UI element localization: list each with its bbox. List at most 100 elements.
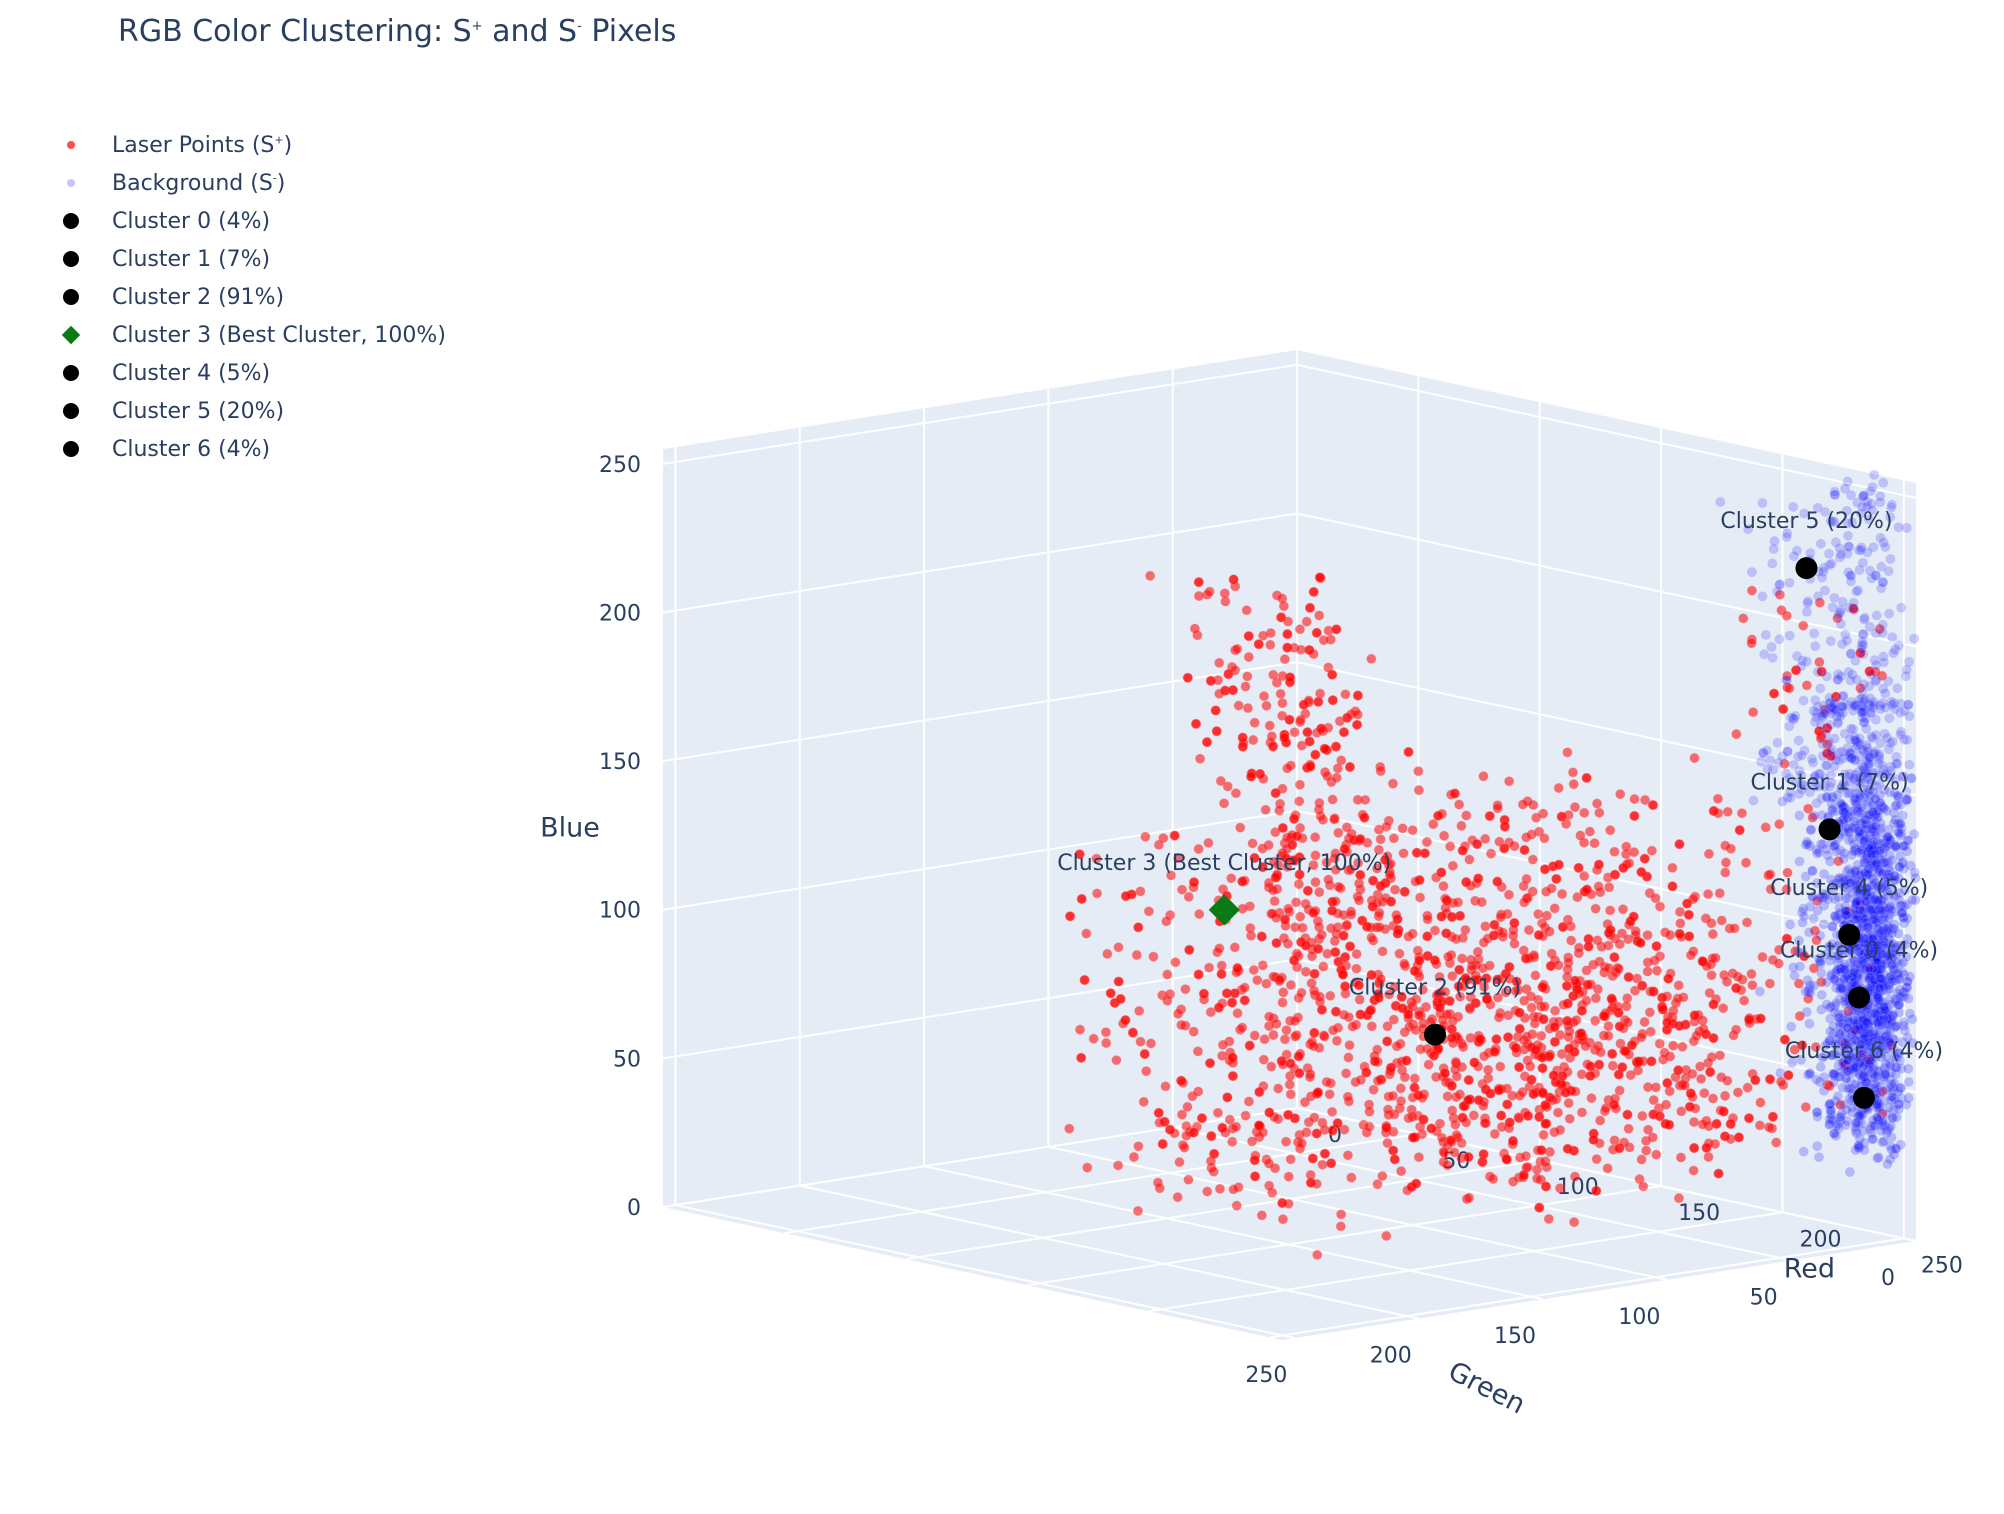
legend-item[interactable]: Cluster 5 (20%) xyxy=(56,392,446,430)
cluster-marker[interactable] xyxy=(1847,986,1870,1009)
laser-point xyxy=(1445,841,1456,852)
laser-point xyxy=(1326,1158,1337,1169)
background-point xyxy=(1861,766,1872,777)
background-point xyxy=(1840,901,1851,912)
legend-item[interactable]: Cluster 0 (4%) xyxy=(56,202,446,240)
laser-point xyxy=(1447,1105,1458,1116)
laser-point xyxy=(1333,881,1344,892)
laser-point xyxy=(1647,1132,1658,1143)
legend-item[interactable]: Cluster 6 (4%) xyxy=(56,430,446,468)
background-point xyxy=(1853,1018,1864,1029)
laser-point xyxy=(1354,895,1365,906)
laser-point xyxy=(1886,1040,1897,1051)
background-point xyxy=(1805,988,1816,999)
laser-point xyxy=(1219,588,1230,599)
cluster-marker[interactable] xyxy=(1424,1023,1446,1046)
legend-item[interactable]: Background (S-) xyxy=(56,164,446,202)
background-point xyxy=(1886,499,1897,510)
legend-marker-big xyxy=(56,434,86,464)
laser-point xyxy=(1700,1029,1712,1040)
background-point xyxy=(1869,655,1880,666)
background-point xyxy=(1829,592,1840,604)
background-point xyxy=(1851,896,1862,907)
background-point xyxy=(1895,1083,1906,1094)
laser-point xyxy=(1637,1110,1648,1122)
background-point xyxy=(1866,855,1877,866)
legend-label: Cluster 1 (7%) xyxy=(112,246,271,272)
background-point xyxy=(1849,964,1860,975)
laser-point xyxy=(1313,696,1324,707)
background-point xyxy=(1757,591,1768,602)
legend-item[interactable]: Cluster 4 (5%) xyxy=(56,354,446,392)
laser-point xyxy=(1330,946,1341,958)
laser-point xyxy=(1338,930,1349,941)
legend-item[interactable]: Cluster 1 (7%) xyxy=(56,240,446,278)
laser-point xyxy=(1326,923,1337,934)
background-point xyxy=(1854,1110,1865,1121)
background-point xyxy=(1843,834,1854,846)
laser-point xyxy=(1422,914,1433,925)
laser-point xyxy=(1300,940,1311,951)
background-point xyxy=(1893,873,1905,884)
laser-point xyxy=(1533,929,1544,941)
background-point xyxy=(1838,807,1849,818)
background-point xyxy=(1883,676,1894,687)
background-point xyxy=(1861,784,1872,795)
legend-label: Background (S-) xyxy=(112,170,286,196)
laser-point xyxy=(1636,1154,1647,1165)
background-point xyxy=(1883,931,1894,942)
background-point xyxy=(1847,806,1858,817)
laser-point xyxy=(1411,1178,1422,1189)
background-point xyxy=(1832,1091,1844,1102)
background-point xyxy=(1804,983,1815,995)
cluster-marker[interactable] xyxy=(1838,923,1861,946)
laser-point xyxy=(1414,955,1425,966)
cluster-marker[interactable] xyxy=(1818,818,1841,841)
laser-point xyxy=(1418,1114,1429,1125)
gridline-red xyxy=(662,1107,1298,1208)
cluster-marker[interactable] xyxy=(1852,1086,1875,1109)
laser-point xyxy=(1222,781,1233,792)
background-point xyxy=(1867,768,1878,779)
legend-item[interactable]: Cluster 3 (Best Cluster, 100%) xyxy=(56,316,446,354)
cluster-marker[interactable] xyxy=(1795,557,1818,580)
laser-point xyxy=(1321,1076,1332,1088)
background-point xyxy=(1881,841,1892,852)
background-point xyxy=(1897,771,1909,782)
background-point xyxy=(1861,965,1872,976)
background-point xyxy=(1850,699,1861,710)
background-point xyxy=(1858,1125,1869,1136)
laser-point xyxy=(1250,1171,1261,1182)
laser-point xyxy=(1325,990,1336,1001)
laser-point xyxy=(1605,905,1616,916)
laser-point xyxy=(1277,783,1288,794)
laser-point xyxy=(1491,1034,1502,1045)
laser-point xyxy=(1688,1165,1699,1176)
laser-point xyxy=(1182,1101,1193,1112)
laser-point xyxy=(1176,1075,1187,1086)
background-point xyxy=(1880,857,1892,868)
laser-point xyxy=(1153,839,1164,850)
laser-point xyxy=(1509,917,1520,929)
laser-point xyxy=(1750,1075,1761,1086)
y-tick-label: 150 xyxy=(1494,1324,1536,1349)
laser-point xyxy=(1720,857,1732,868)
laser-point xyxy=(1407,825,1418,836)
background-point xyxy=(1881,886,1892,897)
legend-item[interactable]: Cluster 2 (91%) xyxy=(56,278,446,316)
background-point xyxy=(1863,787,1874,798)
laser-point xyxy=(1809,925,1821,936)
background-point xyxy=(1877,914,1888,926)
laser-point xyxy=(1663,973,1674,984)
laser-point xyxy=(1454,799,1465,810)
laser-point xyxy=(1359,812,1370,823)
laser-point xyxy=(1419,848,1430,859)
background-point xyxy=(1859,906,1870,917)
background-point xyxy=(1808,913,1819,924)
legend-item[interactable]: Laser Points (S+) xyxy=(56,126,446,164)
laser-point xyxy=(1206,1131,1217,1142)
laser-point xyxy=(1540,1118,1551,1129)
background-point xyxy=(1811,1107,1823,1118)
background-point xyxy=(1820,760,1832,771)
